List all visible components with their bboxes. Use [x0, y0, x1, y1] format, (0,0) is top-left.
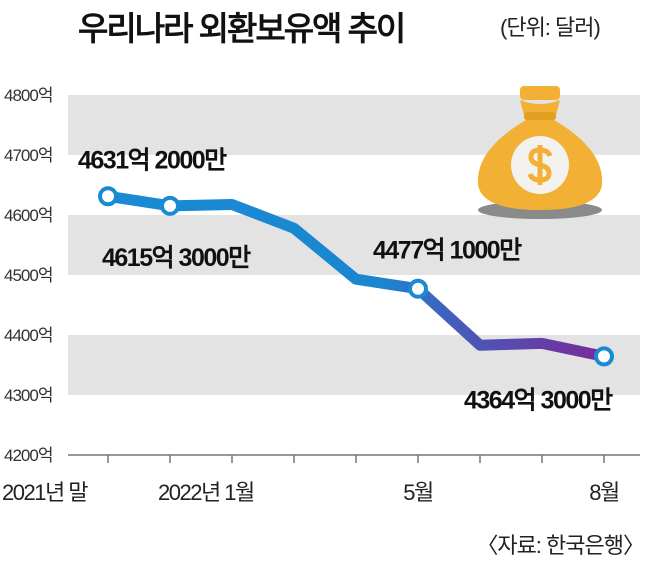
y-tick-label: 4400억 [4, 326, 52, 345]
y-tick-label: 4500억 [4, 266, 52, 285]
data-label: 4477억 1000만 [373, 237, 522, 265]
data-label: 4631억 2000만 [78, 146, 227, 174]
data-point-marker [160, 195, 180, 216]
data-point-marker [98, 186, 118, 207]
x-tick-label: 2021년 말 [2, 480, 88, 505]
money-bag-icon [477, 86, 603, 219]
x-tick-label: 8월 [589, 480, 619, 505]
y-tick-label: 4700억 [4, 146, 52, 165]
y-tick-label: 4800억 [4, 86, 52, 105]
unit-label: (단위: 달러) [500, 15, 601, 40]
data-point-marker [594, 346, 614, 367]
source-label: 〈자료: 한국은행〉 [476, 533, 645, 558]
y-tick-label: 4200억 [4, 446, 52, 465]
data-label: 4364억 3000만 [464, 386, 613, 414]
y-tick-label: 4600억 [4, 206, 52, 225]
x-tick-label: 5월 [403, 480, 433, 505]
data-point-marker [408, 278, 428, 299]
series-line [107, 190, 606, 362]
y-tick-label: 4300억 [4, 386, 52, 405]
grid-band [68, 215, 640, 275]
chart-title: 우리나라 외환보유액 추이 [78, 10, 406, 47]
x-tick-label: 2022년 1월 [158, 480, 254, 505]
data-label: 4615억 3000만 [102, 244, 251, 272]
